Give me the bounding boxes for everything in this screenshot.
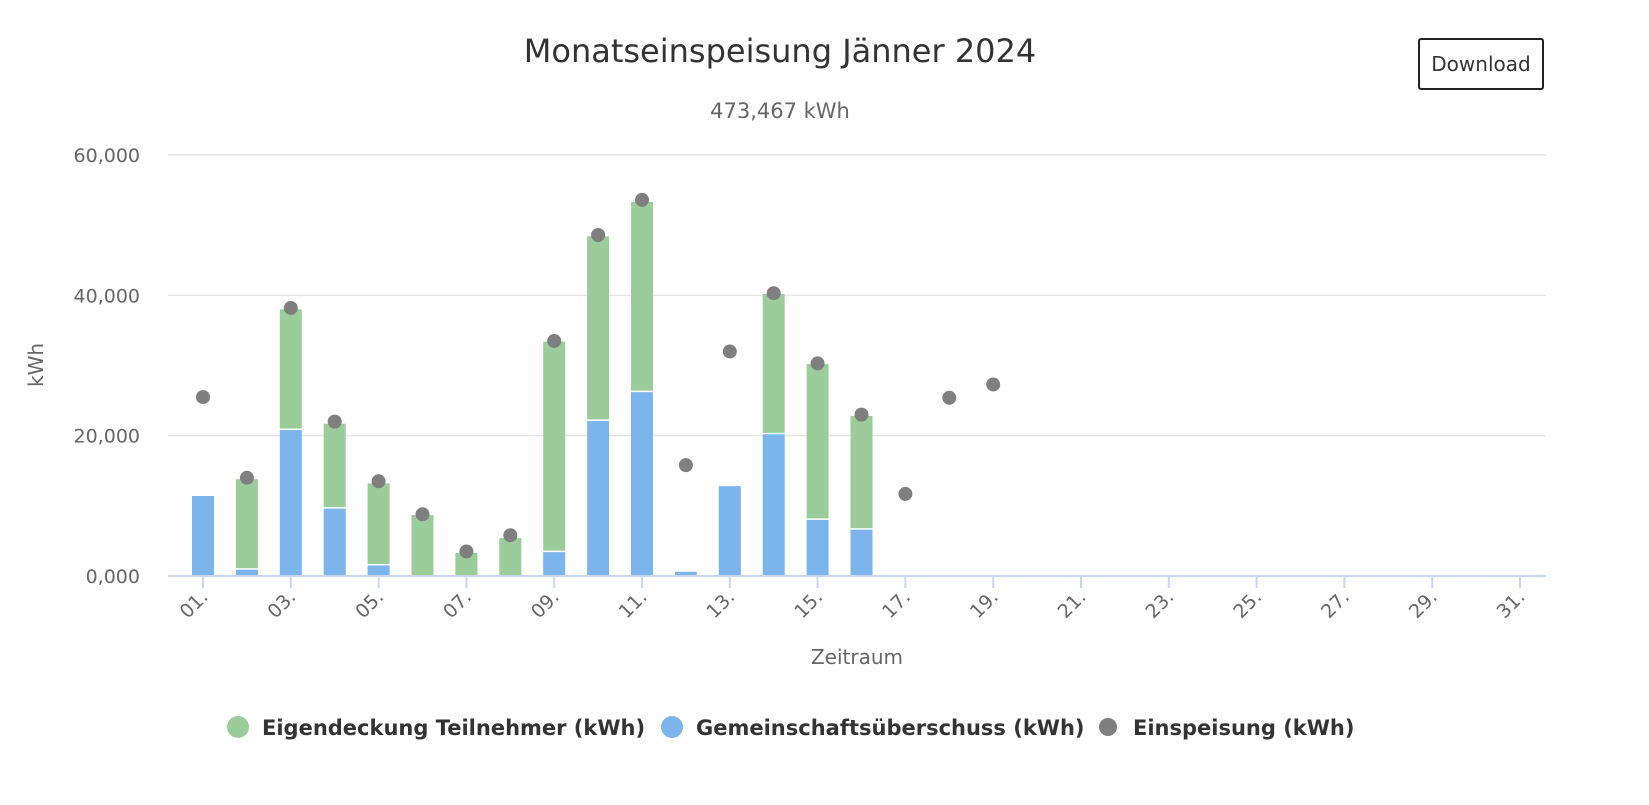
point-einspeisung[interactable] bbox=[591, 227, 606, 242]
legend-label-eigendeckung: Eigendeckung Teilnehmer (kWh) bbox=[262, 716, 645, 740]
x-axis-title: Zeitraum bbox=[811, 645, 903, 669]
y-tick-label: 20,000 bbox=[74, 426, 140, 448]
bar-eigendeckung[interactable] bbox=[543, 341, 566, 551]
x-tick-label: 23. bbox=[1141, 586, 1178, 623]
legend-marker-eigendeckung bbox=[227, 716, 249, 738]
x-tick-label: 09. bbox=[527, 586, 564, 623]
point-einspeisung[interactable] bbox=[635, 192, 649, 207]
bar-eigendeckung[interactable] bbox=[499, 538, 522, 576]
bar-ueberschuss[interactable] bbox=[674, 571, 697, 576]
x-tick-label: 13. bbox=[702, 586, 739, 623]
bar-eigendeckung[interactable] bbox=[235, 479, 258, 569]
bar-eigendeckung[interactable] bbox=[631, 202, 653, 391]
x-tick-label: 15. bbox=[790, 586, 827, 623]
bar-ueberschuss[interactable] bbox=[367, 565, 390, 576]
legend-marker-ueberschuss bbox=[661, 716, 683, 738]
point-einspeisung[interactable] bbox=[547, 333, 562, 348]
bar-ueberschuss[interactable] bbox=[762, 434, 785, 576]
point-einspeisung[interactable] bbox=[415, 507, 430, 522]
bar-eigendeckung[interactable] bbox=[367, 483, 390, 564]
point-einspeisung[interactable] bbox=[678, 458, 693, 473]
point-einspeisung[interactable] bbox=[283, 300, 298, 315]
legend-label-ueberschuss: Gemeinschaftsüberschuss (kWh) bbox=[696, 716, 1085, 740]
point-einspeisung[interactable] bbox=[327, 414, 342, 429]
point-einspeisung[interactable] bbox=[196, 390, 210, 405]
x-tick-label: 21. bbox=[1054, 586, 1091, 623]
y-axis-title: kWh bbox=[24, 343, 48, 387]
x-tick-label: 01. bbox=[176, 586, 213, 623]
chart-title: Monatseinspeisung Jänner 2024 bbox=[524, 32, 1037, 70]
bar-ueberschuss[interactable] bbox=[718, 486, 741, 576]
point-einspeisung[interactable] bbox=[371, 474, 386, 489]
bar-ueberschuss[interactable] bbox=[587, 420, 610, 576]
bar-eigendeckung[interactable] bbox=[587, 236, 610, 420]
bar-eigendeckung[interactable] bbox=[762, 293, 785, 433]
bar-ueberschuss[interactable] bbox=[806, 519, 829, 576]
bar-ueberschuss[interactable] bbox=[323, 508, 346, 576]
bar-eigendeckung[interactable] bbox=[323, 423, 346, 508]
x-tick-label: 17. bbox=[878, 586, 915, 623]
legend-marker-einspeisung bbox=[1099, 718, 1117, 736]
scatter-series bbox=[196, 192, 1001, 559]
x-tick-label: 05. bbox=[351, 586, 388, 623]
bar-ueberschuss[interactable] bbox=[543, 552, 566, 576]
point-einspeisung[interactable] bbox=[239, 470, 254, 485]
bar-eigendeckung[interactable] bbox=[806, 364, 829, 519]
bar-ueberschuss[interactable] bbox=[850, 529, 873, 576]
legend-item-ueberschuss[interactable]: Gemeinschaftsüberschuss (kWh) bbox=[661, 716, 1085, 740]
bar-eigendeckung[interactable] bbox=[279, 309, 302, 429]
bar-ueberschuss[interactable] bbox=[631, 392, 653, 576]
x-tick-label: 03. bbox=[263, 586, 300, 623]
x-tick-label: 31. bbox=[1493, 586, 1530, 623]
x-tick-label: 07. bbox=[439, 586, 476, 623]
point-einspeisung[interactable] bbox=[503, 528, 518, 543]
x-axis-ticks: 01. 03. 05. 07. 09. 11. 13. 15. 17. 19. 21. 23. 25. 2… bbox=[176, 576, 1530, 623]
point-einspeisung[interactable] bbox=[898, 486, 913, 501]
y-tick-label: 60,000 bbox=[74, 145, 140, 167]
chart-subtitle: 473,467 kWh bbox=[710, 99, 850, 123]
bar-ueberschuss[interactable] bbox=[235, 569, 258, 576]
x-tick-label: 25. bbox=[1229, 586, 1266, 623]
point-einspeisung[interactable] bbox=[459, 544, 474, 559]
bar-eigendeckung[interactable] bbox=[850, 416, 873, 529]
legend-label-einspeisung: Einspeisung (kWh) bbox=[1133, 716, 1354, 740]
x-tick-label: 11. bbox=[615, 586, 652, 623]
bar-ueberschuss[interactable] bbox=[192, 496, 214, 576]
x-tick-label: 27. bbox=[1317, 586, 1354, 623]
y-tick-label: 40,000 bbox=[74, 285, 140, 307]
legend-item-einspeisung[interactable]: Einspeisung (kWh) bbox=[1099, 716, 1354, 740]
y-axis-tick-labels: 0,000 20,000 40,000 60,000 bbox=[74, 145, 140, 588]
x-tick-label: 19. bbox=[966, 586, 1003, 623]
bar-eigendeckung[interactable] bbox=[411, 514, 434, 576]
y-tick-label: 0,000 bbox=[86, 566, 140, 588]
point-einspeisung[interactable] bbox=[986, 377, 1001, 392]
point-einspeisung[interactable] bbox=[722, 344, 737, 359]
download-button[interactable]: Download bbox=[1418, 38, 1544, 90]
bar-eigendeckung[interactable] bbox=[455, 552, 478, 576]
legend: Eigendeckung Teilnehmer (kWh) Gemeinscha… bbox=[227, 716, 1354, 740]
grid-lines bbox=[168, 154, 1546, 437]
bar-series bbox=[192, 202, 873, 576]
x-tick-label: 29. bbox=[1405, 586, 1442, 623]
point-einspeisung[interactable] bbox=[810, 356, 825, 371]
legend-item-eigendeckung[interactable]: Eigendeckung Teilnehmer (kWh) bbox=[227, 716, 645, 740]
point-einspeisung[interactable] bbox=[854, 407, 869, 422]
point-einspeisung[interactable] bbox=[766, 286, 781, 301]
point-einspeisung[interactable] bbox=[942, 390, 957, 405]
bar-ueberschuss[interactable] bbox=[279, 430, 302, 576]
